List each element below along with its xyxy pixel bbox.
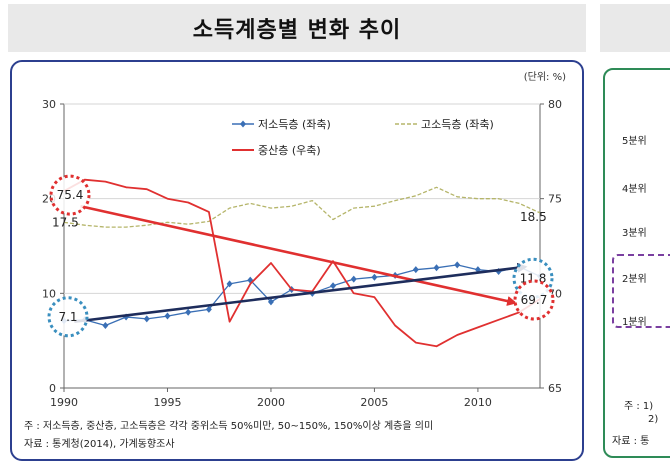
right-panel-label-q2: 2분위 — [622, 274, 647, 285]
series-point-1 — [330, 282, 337, 290]
series-point-1 — [350, 275, 357, 283]
y-left-tick-label: 0 — [49, 382, 56, 395]
annotation-circle-6 — [513, 279, 555, 321]
right-panel-label-q5: 5분위 — [622, 136, 647, 147]
series-line-2 — [63, 186, 541, 228]
right-panel-highlight-box — [612, 254, 670, 328]
y-left-tick-label: 10 — [42, 287, 56, 300]
chart-note: 주 : 저소득층, 중산층, 고소득층은 각각 중위소득 50%미만, 50~1… — [24, 421, 434, 432]
series-point-1 — [102, 322, 109, 330]
legend-label-2: 고소득층 (좌축) — [421, 118, 494, 131]
trend-arrow-2 — [74, 262, 528, 324]
legend-label-1: 저소득층 (좌축) — [258, 118, 331, 131]
x-tick-label: 1990 — [50, 396, 78, 409]
chart-source: 자료 : 통계청(2014), 가계동향조사 — [24, 439, 175, 450]
series-point-1 — [164, 312, 171, 320]
annotation-label-1: 75.4 — [57, 188, 84, 202]
x-tick-label: 2005 — [360, 396, 388, 409]
right-panel-frame — [603, 68, 670, 458]
x-tick-label: 2010 — [464, 396, 492, 409]
annotation-circle-1 — [49, 174, 91, 216]
y-right-tick-label: 80 — [548, 98, 562, 111]
right-panel-label-q3: 3분위 — [622, 228, 647, 239]
series-point-1 — [205, 305, 212, 313]
y-left-tick-label: 30 — [42, 98, 56, 111]
unit-label: (단위: %) — [524, 70, 566, 83]
page-title: 소득계층별 변화 추이 — [192, 18, 402, 43]
series-point-1 — [226, 280, 233, 288]
right-panel-note-1: 주 : 1) — [624, 401, 654, 412]
title-bar: 소득계층별 변화 추이 — [8, 4, 586, 52]
chart-frame — [10, 60, 584, 461]
series-point-1 — [185, 308, 192, 316]
trend-arrow-1 — [80, 204, 518, 306]
right-panel-note-2: 2) — [648, 414, 659, 425]
legend-marker-1 — [240, 120, 246, 128]
y-right-tick-label: 75 — [548, 193, 562, 206]
x-tick-label: 1995 — [153, 396, 181, 409]
y-right-tick-label: 65 — [548, 382, 562, 395]
right-panel-label-q1: 1분위 — [622, 317, 647, 328]
series-line-1 — [63, 264, 541, 327]
annotation-label-5: 18.5 — [520, 210, 547, 224]
series-point-1 — [143, 315, 150, 323]
x-tick-label: 2000 — [257, 396, 285, 409]
annotation-label-3: 7.1 — [58, 310, 77, 324]
series-point-1 — [371, 273, 378, 281]
annotation-label-6: 69.7 — [521, 293, 548, 307]
series-line-3 — [63, 178, 541, 348]
series-point-1 — [454, 261, 461, 269]
series-point-1 — [267, 298, 274, 306]
annotation-circle-3 — [47, 296, 89, 338]
legend-label-3: 중산층 (우축) — [258, 144, 321, 157]
right-panel-label-q4: 4분위 — [622, 184, 647, 195]
series-point-1 — [412, 266, 419, 274]
annotation-label-2: 17.5 — [52, 215, 79, 229]
right-title-bar — [600, 4, 670, 52]
right-panel-source: 자료 : 통 — [612, 436, 650, 447]
annotation-label-4: 11.8 — [520, 271, 547, 285]
series-point-1 — [433, 264, 440, 272]
